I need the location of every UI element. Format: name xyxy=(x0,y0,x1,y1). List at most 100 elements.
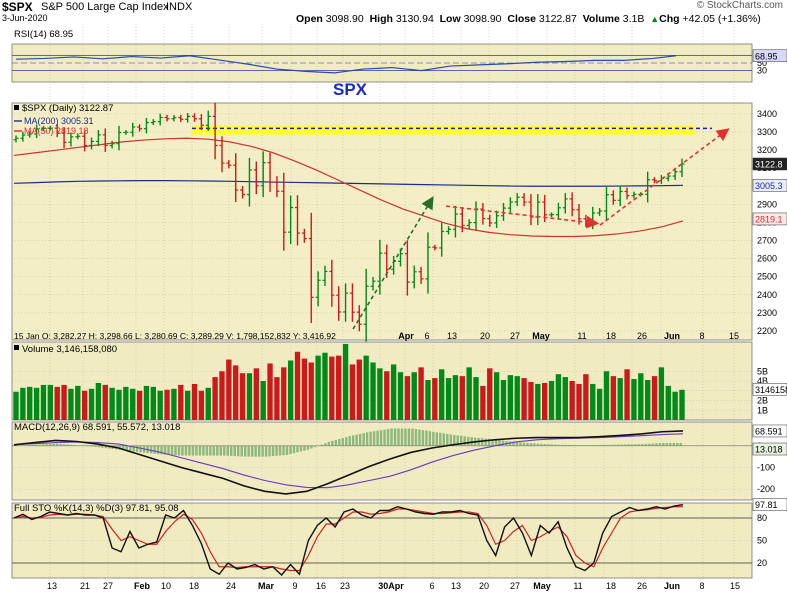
volume-bar xyxy=(198,390,205,420)
macd-hist-bar xyxy=(669,443,672,446)
x-label-bottom: 20 xyxy=(479,581,489,591)
price-bar xyxy=(439,222,445,257)
macd-tick: -100 xyxy=(757,463,775,473)
macd-hist-bar xyxy=(602,444,606,446)
chart-date: 3-Jun-2020 xyxy=(2,13,48,23)
x-label-bottom: 27 xyxy=(510,581,520,591)
macd-hist-bar xyxy=(501,440,505,446)
macd-hist-bar xyxy=(460,435,463,446)
macd-hist-bar xyxy=(97,445,101,448)
macd-hist-bar xyxy=(348,436,351,446)
macd-hist-bar xyxy=(237,445,240,457)
volume-bar xyxy=(267,363,273,420)
price-bar xyxy=(528,194,534,226)
volume-bar xyxy=(33,387,40,420)
macd-hist-bar xyxy=(508,441,512,446)
macd-title: MACD(12,26,9) 68.591, 55.572, 13.018 xyxy=(14,422,180,433)
volume-bar xyxy=(679,389,685,420)
x-label-bottom: Mar xyxy=(258,581,275,591)
price-bar xyxy=(61,127,67,149)
sto-k-line xyxy=(13,503,684,577)
legend-price: $SPX (Daily) 3122.87 xyxy=(22,103,113,114)
volume-bar xyxy=(102,384,108,420)
price-bar xyxy=(425,232,431,294)
price-bar xyxy=(267,152,273,192)
rsi-last-badge: 68.95 xyxy=(755,51,778,61)
macd-hist-bar xyxy=(160,445,163,455)
macd-hist-bar xyxy=(365,432,369,446)
spx-annotation: SPX xyxy=(333,80,368,99)
vol-tick-value: 2 xyxy=(757,396,762,406)
price-bar xyxy=(404,240,410,296)
macd-hist-bar xyxy=(128,445,132,452)
volume-bar xyxy=(253,368,259,420)
volume-bar xyxy=(281,367,287,420)
vol-tick-unit: B xyxy=(762,376,768,386)
x-label-bottom: 8 xyxy=(699,581,704,591)
macd-hist-bar xyxy=(620,444,623,446)
volume-bar xyxy=(384,371,390,420)
x-label-bottom: 15 xyxy=(730,581,740,591)
price-bar xyxy=(562,193,568,214)
vol-tick-value: 5 xyxy=(757,366,762,376)
macd-hist-bar xyxy=(595,445,599,446)
macd-hist-bar xyxy=(393,428,397,446)
macd-hist-bar xyxy=(149,445,153,454)
macd-hist-bar xyxy=(498,440,501,446)
macd-hist-bar xyxy=(358,433,362,446)
volume-bar xyxy=(150,386,156,420)
macd-hist-bar xyxy=(526,442,529,446)
volume-bar xyxy=(377,368,383,420)
macd-hist-bar xyxy=(522,442,526,446)
macd-hist-bar xyxy=(327,441,331,446)
macd-hist-bar xyxy=(515,442,519,446)
volume-bar xyxy=(191,383,198,420)
rsi-tick: 30 xyxy=(757,66,767,76)
macd-hist-bar xyxy=(609,444,613,446)
price-bar xyxy=(82,130,88,152)
x-label-bottom: 18 xyxy=(606,581,616,591)
x-label-bottom: May xyxy=(533,581,551,591)
price-bar xyxy=(679,158,685,178)
macd-hist-bar xyxy=(62,444,66,446)
volume-bar xyxy=(81,390,88,420)
macd-hist-bar xyxy=(195,445,198,456)
volume-last-badge-bg xyxy=(752,383,787,396)
price-bar xyxy=(157,113,163,126)
volume-bar xyxy=(493,372,500,420)
macd-hist-bar xyxy=(306,445,310,450)
stockcharts-watermark: © StockCharts.com xyxy=(696,0,783,11)
hover-readout: 15 Jan O: 3,282.27 H: 3,298.66 L: 3,280.… xyxy=(14,331,336,341)
price-bar xyxy=(185,113,191,123)
volume-bar xyxy=(260,381,266,420)
price-bar xyxy=(109,140,115,149)
volume-bar xyxy=(583,374,589,420)
volume-bar xyxy=(418,367,424,420)
volume-bar xyxy=(116,389,122,420)
price-bar xyxy=(555,202,561,220)
macd-hist-bar xyxy=(623,444,627,446)
price-bar xyxy=(617,185,623,207)
volume-bar xyxy=(370,362,376,420)
macd-hist-bar xyxy=(209,445,212,456)
ma50-line xyxy=(13,137,684,238)
macd-hist-bar xyxy=(421,430,425,446)
open-label: Open xyxy=(296,13,323,25)
macd-hist-bar xyxy=(282,445,285,456)
price-bar xyxy=(123,130,129,135)
macd-hist-bar xyxy=(466,436,470,446)
price-bar xyxy=(233,153,239,203)
macd-hist-bar xyxy=(125,445,128,451)
price-bar xyxy=(192,113,198,122)
volume-bar xyxy=(336,355,342,420)
x-label-bottom: 10 xyxy=(161,581,171,591)
volume-bar xyxy=(136,390,143,420)
panel-price xyxy=(11,102,753,341)
x-label-top: 8 xyxy=(699,331,704,341)
chg-value: +42.05 (+1.36%) xyxy=(682,13,761,25)
volume-bar xyxy=(95,382,102,420)
volume-bar xyxy=(123,386,129,420)
volume-bar xyxy=(246,373,253,420)
macd-hist-bar xyxy=(230,445,233,456)
macd-hist-bar xyxy=(662,443,665,446)
